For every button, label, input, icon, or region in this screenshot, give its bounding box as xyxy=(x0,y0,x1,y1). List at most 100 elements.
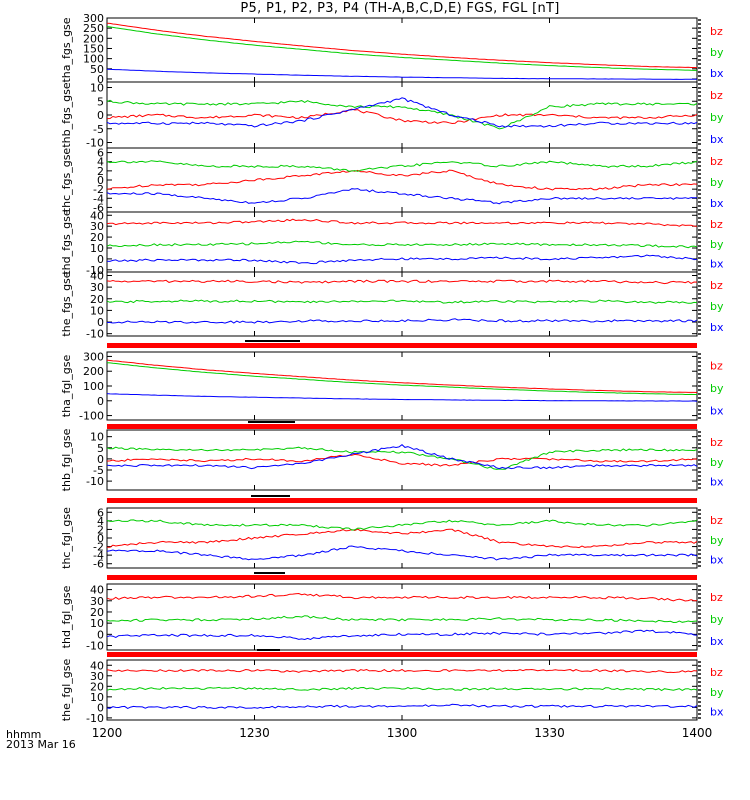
series-bx-line xyxy=(106,68,697,80)
legend-by: by xyxy=(710,46,724,59)
series-by-line xyxy=(106,26,697,71)
y-tick-label: 0 xyxy=(97,453,104,466)
series-by-line xyxy=(106,240,698,249)
y-tick-label: -10 xyxy=(86,640,104,653)
y-tick-label: -10 xyxy=(86,328,104,341)
series-by-line xyxy=(106,362,697,395)
y-tick-label: 20 xyxy=(90,606,104,619)
y-tick-label: -4 xyxy=(93,549,104,562)
y-tick-label: 250 xyxy=(83,22,104,35)
series-by-line xyxy=(106,299,698,304)
y-axis-label: thd_fgs_gse xyxy=(60,209,73,275)
right-tick-ladder xyxy=(698,431,701,489)
x-tick-label: 1400 xyxy=(682,726,713,740)
y-tick-label: 5 xyxy=(97,95,104,108)
series-bx-line xyxy=(106,444,698,470)
y-tick-label: -6 xyxy=(93,201,104,214)
series-bz-line xyxy=(106,218,698,227)
series-bz-line xyxy=(106,453,698,467)
panel-frame xyxy=(106,351,698,421)
legend-bx: bx xyxy=(710,476,724,489)
time-row-label: hhmm xyxy=(6,728,41,741)
y-tick-label: 30 xyxy=(90,595,104,608)
legend-bz: bz xyxy=(710,666,723,679)
legend-by: by xyxy=(710,300,724,313)
y-tick-label: 0 xyxy=(97,628,104,641)
y-tick-label: 0 xyxy=(97,701,104,714)
legend-bz: bz xyxy=(710,89,723,102)
y-tick-label: 0 xyxy=(97,73,104,86)
legend-bz: bz xyxy=(710,514,723,527)
y-tick-label: 200 xyxy=(83,365,104,378)
y-tick-label: 10 xyxy=(90,617,104,630)
legend-bz: bz xyxy=(710,436,723,449)
panel-frame xyxy=(106,211,698,273)
y-axis-label: tha_fgl_gse xyxy=(60,355,73,418)
series-by-line xyxy=(106,99,698,130)
right-tick-ladder xyxy=(698,213,701,271)
y-axis-label: thb_fgl_gse xyxy=(60,428,73,491)
series-bz-line xyxy=(107,528,698,549)
y-tick-label: 150 xyxy=(83,42,104,55)
legend-bx: bx xyxy=(710,635,724,648)
chart-title: P5, P1, P2, P3, P4 (TH-A,B,C,D,E) FGS, F… xyxy=(240,1,560,16)
y-tick-label: 20 xyxy=(90,231,104,244)
series-bz-line xyxy=(106,169,698,191)
y-tick-label: -100 xyxy=(79,410,104,423)
y-tick-label: 30 xyxy=(90,220,104,233)
legend-bx: bx xyxy=(710,706,724,719)
legend-by: by xyxy=(710,382,724,395)
panel-frame xyxy=(106,147,698,213)
series-bz-line xyxy=(106,668,698,674)
y-tick-label: -2 xyxy=(93,183,104,196)
x-tick-label: 1200 xyxy=(92,726,123,740)
panel-frame xyxy=(106,507,698,569)
y-tick-label: -10 xyxy=(86,264,104,277)
y-tick-label: 4 xyxy=(97,156,104,169)
series-bz-line xyxy=(106,108,698,125)
y-tick-label: -10 xyxy=(86,712,104,725)
series-bz-line xyxy=(106,359,698,393)
legend-bz: bz xyxy=(710,279,723,292)
series-bx-line xyxy=(106,188,697,205)
legend-bx: bx xyxy=(710,197,724,210)
legend-by: by xyxy=(710,456,724,469)
legend-by: by xyxy=(710,111,724,124)
y-tick-label: 40 xyxy=(90,584,104,597)
legend-bx: bx xyxy=(710,321,724,334)
y-tick-label: 30 xyxy=(90,670,104,683)
right-tick-ladder xyxy=(698,149,701,211)
series-by-line xyxy=(106,160,698,172)
y-axis-label: thc_fgs_gse xyxy=(60,148,73,213)
y-tick-label: 10 xyxy=(90,82,104,95)
series-bx-line xyxy=(106,254,698,265)
right-tick-ladder xyxy=(698,273,701,335)
legend-bx: bx xyxy=(710,258,724,271)
panel-frame xyxy=(106,429,698,491)
y-tick-label: 300 xyxy=(83,350,104,363)
y-tick-label: 2 xyxy=(97,165,104,178)
y-tick-label: 50 xyxy=(90,63,104,76)
right-tick-ladder xyxy=(698,83,701,145)
y-tick-label: -2 xyxy=(93,541,104,554)
legend-bz: bz xyxy=(710,155,723,168)
y-tick-label: 4 xyxy=(97,515,104,528)
y-tick-label: 0 xyxy=(97,395,104,408)
series-bx-line xyxy=(106,393,698,402)
series-bx-line xyxy=(107,318,698,324)
y-tick-label: 100 xyxy=(83,53,104,66)
y-tick-label: 40 xyxy=(90,209,104,222)
y-tick-label: 20 xyxy=(90,680,104,693)
y-tick-label: 300 xyxy=(83,12,104,25)
y-tick-label: -5 xyxy=(93,464,104,477)
y-tick-label: 30 xyxy=(90,281,104,294)
legend-by: by xyxy=(710,613,724,626)
series-bx-line xyxy=(106,545,698,561)
y-tick-label: 10 xyxy=(90,691,104,704)
y-tick-label: -5 xyxy=(93,123,104,136)
